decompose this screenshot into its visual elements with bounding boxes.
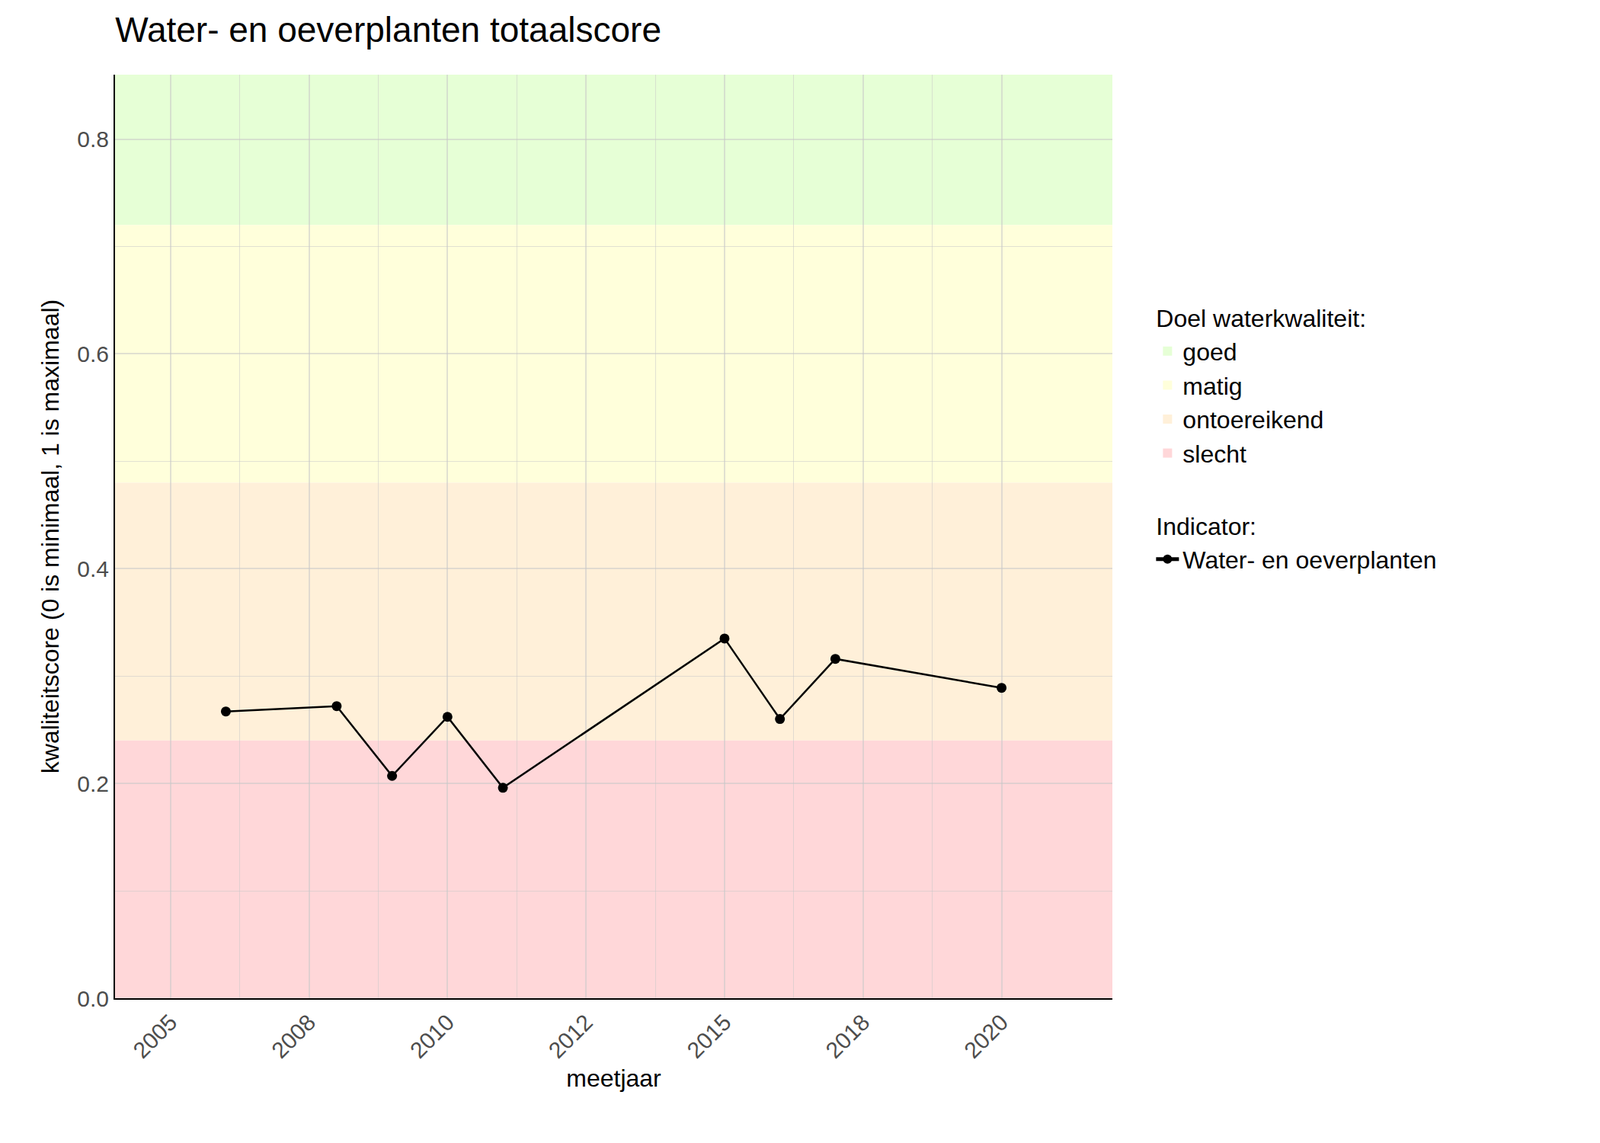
svg-text:matig: matig [1182, 372, 1242, 400]
svg-text:slecht: slecht [1182, 440, 1247, 468]
svg-text:Water- en oeverplanten totaals: Water- en oeverplanten totaalscore [115, 9, 662, 50]
svg-text:Doel waterkwaliteit:: Doel waterkwaliteit: [1155, 304, 1367, 333]
svg-text:0.6: 0.6 [76, 341, 109, 367]
svg-text:2020: 2020 [959, 1009, 1014, 1064]
svg-text:Water- en oeverplanten: Water- en oeverplanten [1182, 546, 1437, 574]
svg-text:0.4: 0.4 [76, 556, 109, 582]
svg-text:2012: 2012 [543, 1009, 598, 1064]
svg-text:kwaliteitscore (0 is minimaal,: kwaliteitscore (0 is minimaal, 1 is maxi… [36, 299, 64, 774]
svg-text:ontoereikend: ontoereikend [1182, 406, 1324, 434]
svg-text:0.8: 0.8 [76, 126, 109, 152]
svg-text:0.0: 0.0 [76, 985, 109, 1012]
svg-text:2008: 2008 [266, 1009, 321, 1064]
svg-text:0.2: 0.2 [76, 771, 109, 797]
svg-text:2010: 2010 [405, 1009, 460, 1064]
svg-text:2018: 2018 [820, 1009, 875, 1064]
svg-text:2005: 2005 [128, 1009, 183, 1064]
svg-text:2015: 2015 [681, 1009, 736, 1064]
svg-text:meetjaar: meetjaar [566, 1064, 662, 1092]
svg-text:Indicator:: Indicator: [1155, 512, 1257, 541]
svg-text:goed: goed [1182, 338, 1237, 366]
